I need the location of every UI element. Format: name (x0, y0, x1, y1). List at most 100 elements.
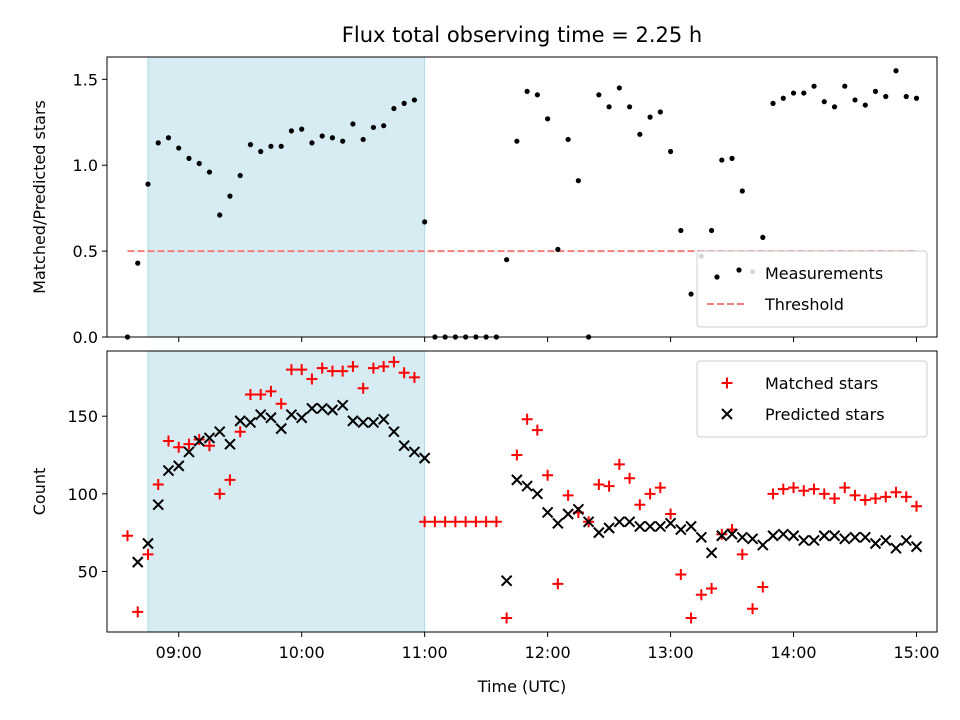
measurement-point (340, 138, 346, 144)
matched-star-point (193, 433, 205, 445)
predicted-star-point (634, 520, 646, 533)
measurement-point (893, 68, 899, 74)
measurement-point (913, 95, 920, 101)
matched-star-point (654, 482, 666, 494)
predicted-star-point (859, 531, 871, 544)
predicted-star-point (275, 422, 287, 435)
measurement-point (165, 135, 172, 141)
matched-star-point (460, 516, 472, 528)
matched-star-point (511, 449, 523, 461)
predicted-star-point (767, 530, 779, 542)
predicted-star-point (675, 523, 687, 536)
matched-star-point (757, 581, 769, 593)
predicted-star-point (521, 480, 533, 492)
measurement-point (196, 160, 202, 167)
measurement-point (299, 126, 305, 132)
matched-star-point (480, 516, 492, 528)
x-axis-label: Time (UTC) (477, 677, 566, 696)
matched-star-point (214, 488, 226, 500)
predicted-star-point (511, 474, 523, 486)
matched-star-point (388, 356, 400, 368)
x-tick-label: 15:00 (893, 643, 939, 662)
matched-star-point (716, 528, 728, 540)
predicted-star-point (644, 520, 656, 533)
measurement-point (401, 100, 407, 106)
measurement-point (247, 142, 254, 148)
measurement-point (524, 88, 530, 94)
matched-star-point (839, 482, 851, 494)
matched-star-point (357, 382, 369, 394)
matched-star-point (378, 361, 390, 373)
measurement-point (217, 212, 223, 218)
measurement-point (555, 246, 561, 252)
legend-label: Measurements (765, 264, 883, 283)
y-tick-label: 0.0 (73, 328, 98, 347)
legend-measurement-marker (736, 267, 742, 273)
predicted-star-point (593, 526, 605, 539)
predicted-star-point (336, 399, 349, 412)
matched-star-point (777, 483, 789, 495)
predicted-star-point (685, 520, 697, 533)
matched-star-point (132, 606, 144, 618)
legend-label: Matched stars (765, 374, 878, 393)
measurement-point (760, 234, 766, 240)
measurement-point (626, 104, 633, 110)
predicted-star-point (880, 534, 892, 547)
matched-star-point (183, 438, 195, 450)
predicted-star-point (224, 438, 236, 450)
measurement-point (411, 97, 418, 103)
shaded-span (147, 56, 426, 338)
matched-star-point (644, 488, 656, 500)
predicted-star-point (162, 464, 175, 477)
measurement-point (862, 102, 868, 108)
x-tick-label: 12:00 (525, 643, 571, 662)
measurement-point (637, 131, 643, 137)
predicted-star-point (654, 520, 667, 533)
y-axis-label: Matched/Predicted stars (30, 100, 49, 294)
matched-star-point (326, 365, 338, 377)
matched-star-point (870, 492, 882, 504)
measurement-point (504, 257, 510, 263)
predicted-star-point (562, 508, 574, 520)
measurement-point (883, 93, 889, 100)
predicted-star-point (531, 488, 544, 500)
predicted-star-point (152, 498, 164, 511)
predicted-star-point (572, 503, 585, 516)
predicted-star-point (808, 534, 820, 547)
measurement-point (729, 155, 735, 161)
matched-star-point (285, 364, 297, 376)
shaded-span (147, 350, 426, 633)
y-tick-label: 1.0 (73, 156, 98, 175)
measurement-point (360, 136, 366, 143)
predicted-star-point (214, 426, 226, 438)
predicted-star-point (234, 415, 246, 427)
matched-star-point (152, 479, 164, 491)
predicted-star-point (408, 446, 421, 458)
predicted-star-point (890, 542, 902, 554)
measurement-point (647, 114, 653, 120)
predicted-star-point (326, 404, 339, 416)
measurement-point (678, 227, 684, 234)
matched-star-point (470, 516, 482, 528)
matched-star-point (788, 482, 800, 494)
predicted-star-point (244, 416, 257, 429)
predicted-star-point (695, 531, 708, 544)
matched-star-point (685, 612, 697, 624)
predicted-star-point (295, 412, 308, 424)
y-tick-label: 0.5 (73, 242, 98, 261)
measurement-point (534, 92, 540, 98)
legend: Matched stars Predicted stars (696, 360, 928, 438)
predicted-star-point (316, 402, 328, 415)
measurement-point (903, 93, 909, 100)
measurement-point (842, 83, 848, 89)
measurement-point (176, 145, 182, 151)
predicted-star-point (716, 530, 728, 542)
measurement-point (370, 124, 377, 131)
matched-star-point (162, 435, 174, 447)
measurement-point (329, 135, 336, 141)
matched-star-point (265, 385, 277, 397)
predicted-star-point (757, 539, 769, 551)
measurement-point (145, 181, 151, 187)
measurement-point (268, 143, 274, 149)
matched-star-point (706, 583, 718, 595)
